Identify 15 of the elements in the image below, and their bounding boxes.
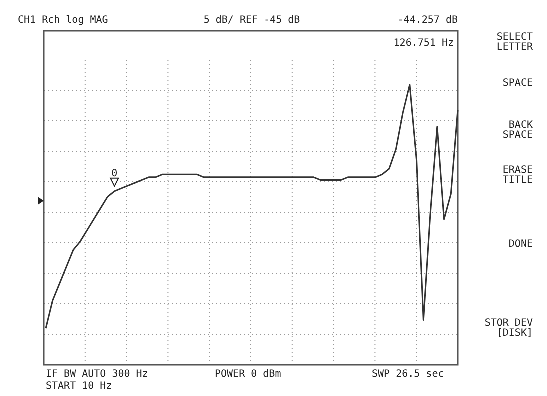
text: 126.751 Hz (394, 38, 454, 49)
text: BACK SPACE (502, 120, 533, 141)
text: POWER 0 dBm (215, 369, 282, 380)
text: IF BW AUTO 300 Hz (46, 369, 148, 380)
text: SPACE (502, 78, 533, 89)
chart-title: CH1 Rch log MAG (18, 15, 108, 26)
annotation: 0 (112, 168, 118, 180)
text: SWP 26.5 sec (372, 369, 444, 380)
text: ERASE TITLE (502, 165, 533, 186)
text: DONE (508, 239, 533, 250)
chart-subtitle: 5 dB/ REF -45 dB (204, 15, 300, 26)
text: STOR DEV [DISK] (484, 318, 533, 339)
text: SELECT LETTER (496, 32, 534, 53)
text: START 10 Hz (46, 381, 112, 392)
text: -44.257 dB (398, 15, 458, 26)
